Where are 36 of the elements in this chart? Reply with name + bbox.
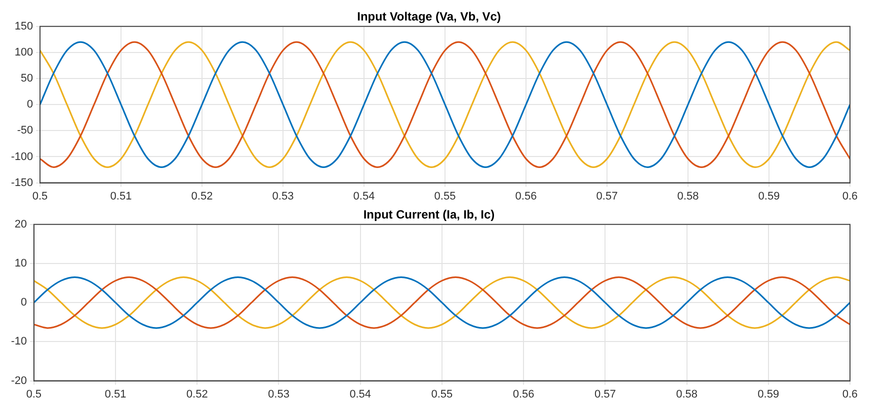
x-tick-label: 0.5 <box>32 190 48 202</box>
x-tick-label: 0.56 <box>512 388 534 400</box>
y-tick-label: 0 <box>20 296 27 309</box>
y-tick-label: 100 <box>14 46 34 58</box>
y-tick-label: 150 <box>14 20 34 32</box>
x-tick-label: 0.59 <box>758 388 780 400</box>
x-tick-label: 0.6 <box>842 190 858 202</box>
y-tick-label: -10 <box>10 336 27 348</box>
x-tick-label: 0.54 <box>353 190 375 202</box>
x-tick-label: 0.58 <box>677 190 699 202</box>
x-tick-label: 0.5 <box>26 388 42 400</box>
x-tick-label: 0.6 <box>842 388 858 400</box>
x-tick-label: 0.51 <box>104 388 126 400</box>
x-tick-label: 0.57 <box>594 388 616 400</box>
x-tick-label: 0.52 <box>186 388 208 400</box>
x-tick-label: 0.54 <box>350 388 372 400</box>
x-tick-label: 0.52 <box>191 190 213 202</box>
x-tick-label: 0.56 <box>515 190 537 202</box>
y-tick-label: -150 <box>10 176 34 189</box>
x-tick-label: 0.57 <box>596 190 618 202</box>
x-tick-label: 0.55 <box>431 388 453 400</box>
y-tick-label: -20 <box>10 374 27 387</box>
y-tick-label: -50 <box>17 124 34 137</box>
x-tick-label: 0.58 <box>676 388 698 400</box>
y-tick-label: 10 <box>14 258 27 270</box>
x-tick-label: 0.55 <box>434 190 456 202</box>
y-tick-label: 50 <box>20 72 34 85</box>
x-tick-label: 0.53 <box>268 388 290 400</box>
y-tick-label: 0 <box>26 98 34 111</box>
y-tick-label: -100 <box>10 150 34 163</box>
x-tick-label: 0.59 <box>758 190 780 202</box>
chart-title: Input Current (Ia, Ib, Ic) <box>363 208 495 222</box>
chart-title: Input Voltage (Va, Vb, Vc) <box>357 10 501 24</box>
x-tick-label: 0.51 <box>110 190 132 202</box>
y-tick-label: 20 <box>14 218 27 230</box>
x-tick-label: 0.53 <box>272 190 294 202</box>
